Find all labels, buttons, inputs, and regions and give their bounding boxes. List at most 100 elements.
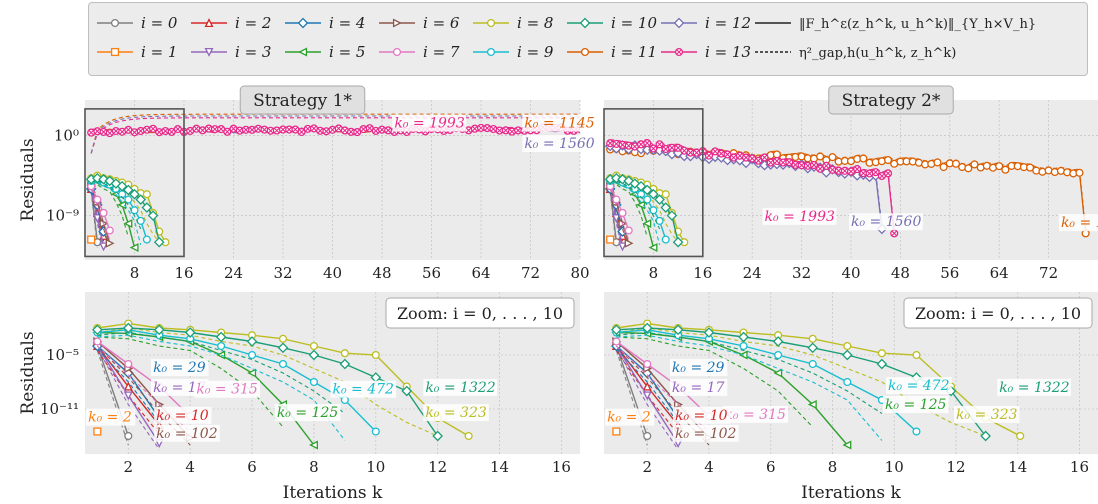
data-point xyxy=(648,188,659,200)
y-tick-label: 10⁻⁹ xyxy=(46,207,79,225)
x-tick-label: 14 xyxy=(1008,458,1027,476)
x-tick-label: 64 xyxy=(990,264,1009,282)
legend-entry: i = 7 xyxy=(379,43,460,61)
data-point xyxy=(660,202,672,213)
legend-entry: i = 13 xyxy=(661,43,751,61)
annotation-label: k₀ = 2 xyxy=(607,410,651,426)
x-tick-label: 48 xyxy=(372,264,391,282)
x-tick-label: 40 xyxy=(841,264,860,282)
series-solid xyxy=(97,329,377,432)
data-point xyxy=(641,322,653,334)
data-point-x xyxy=(730,154,737,161)
data-point xyxy=(666,210,678,221)
x-tick-label: 14 xyxy=(490,458,509,476)
legend-svg: i = 0 i = 1 i = 2 i = 3 i = 4 i = 5 i = 6 i = 7… xyxy=(97,14,1036,61)
data-point-x xyxy=(854,166,860,172)
data-point xyxy=(877,349,886,358)
annotation-bg xyxy=(423,404,489,422)
data-point xyxy=(130,206,139,215)
x-tick-label: 4 xyxy=(185,458,195,476)
data-point-x xyxy=(509,128,515,135)
series-dashed xyxy=(609,189,624,251)
data-point-x xyxy=(335,125,342,132)
series-solid xyxy=(609,185,630,231)
title-box xyxy=(828,85,954,115)
y-tick-label: 10⁻⁵ xyxy=(46,346,79,364)
annotation-bg xyxy=(605,408,655,426)
data-point xyxy=(655,216,664,225)
data-point xyxy=(772,150,781,159)
series-dashed xyxy=(90,117,580,154)
data-point-x xyxy=(280,126,286,133)
data-point-x xyxy=(632,143,638,150)
data-point xyxy=(738,331,749,343)
data-point-x xyxy=(817,165,823,172)
data-point xyxy=(842,440,852,450)
annotation-bg xyxy=(722,405,789,423)
x-tick-label: 8 xyxy=(309,458,319,476)
data-point-x xyxy=(761,154,768,161)
data-point-x xyxy=(749,155,755,162)
data-point xyxy=(123,391,133,401)
legend-label: i = 3 xyxy=(235,43,271,61)
legend-entry: i = 6 xyxy=(379,14,460,32)
data-point xyxy=(661,235,670,244)
data-point xyxy=(142,190,151,199)
data-point-x xyxy=(205,125,212,132)
x-tick-label: 56 xyxy=(940,264,959,282)
legend-entry: i = 5 xyxy=(285,43,365,61)
data-point-x xyxy=(619,142,626,148)
data-point xyxy=(964,164,973,173)
annotation-label: k₀ = 315 xyxy=(724,407,786,423)
legend-entry: i = 11 xyxy=(567,43,657,61)
title-box xyxy=(239,85,366,115)
x-tick-label: 48 xyxy=(891,264,910,282)
data-point xyxy=(859,154,868,163)
series-solid xyxy=(96,340,191,417)
data-point-x xyxy=(823,163,830,169)
annotation-bg xyxy=(330,380,397,398)
data-point-x xyxy=(780,159,786,166)
data-point-x xyxy=(607,140,613,147)
data-point-x xyxy=(496,127,503,134)
x-tick-label: 12 xyxy=(946,458,965,476)
data-point xyxy=(123,219,133,229)
data-point xyxy=(807,342,819,354)
annotation-bg xyxy=(886,377,952,395)
x-tick-label: 56 xyxy=(422,264,441,282)
series-dashed xyxy=(616,331,883,414)
data-point-x xyxy=(224,128,231,135)
data-point xyxy=(87,235,96,244)
annotation-bg xyxy=(522,135,597,152)
legend-label: i = 10 xyxy=(611,14,657,32)
data-point-x xyxy=(168,129,175,135)
data-point xyxy=(739,341,748,351)
data-point-x xyxy=(113,128,119,134)
data-point xyxy=(1016,431,1025,441)
zoom-region-box xyxy=(84,108,185,258)
data-point-x xyxy=(484,125,490,131)
panel-title: Strategy 1* xyxy=(253,91,352,111)
data-point xyxy=(624,238,634,248)
data-point xyxy=(153,236,165,248)
x-tick-label: 16 xyxy=(693,264,712,282)
data-point-x xyxy=(872,169,879,175)
data-point-x xyxy=(681,147,688,154)
annotation-label: k₀ = 29 xyxy=(672,360,725,376)
data-point xyxy=(643,359,652,369)
data-point-x xyxy=(243,126,249,133)
data-point-x xyxy=(625,142,632,149)
data-point-x xyxy=(792,162,799,168)
data-point-x xyxy=(879,173,885,179)
series-dashed xyxy=(616,336,814,428)
data-point xyxy=(217,341,226,351)
legend-marker xyxy=(204,47,214,57)
data-point xyxy=(672,324,684,336)
data-point-x xyxy=(274,127,280,134)
annotation-label: k₀ = 125 xyxy=(885,397,947,413)
data-point-x xyxy=(119,128,125,135)
x-tick-label: 8 xyxy=(828,458,838,476)
data-point xyxy=(636,200,646,210)
annotation-label: k₀ = 1993 xyxy=(394,116,464,132)
data-point-x xyxy=(737,152,743,159)
